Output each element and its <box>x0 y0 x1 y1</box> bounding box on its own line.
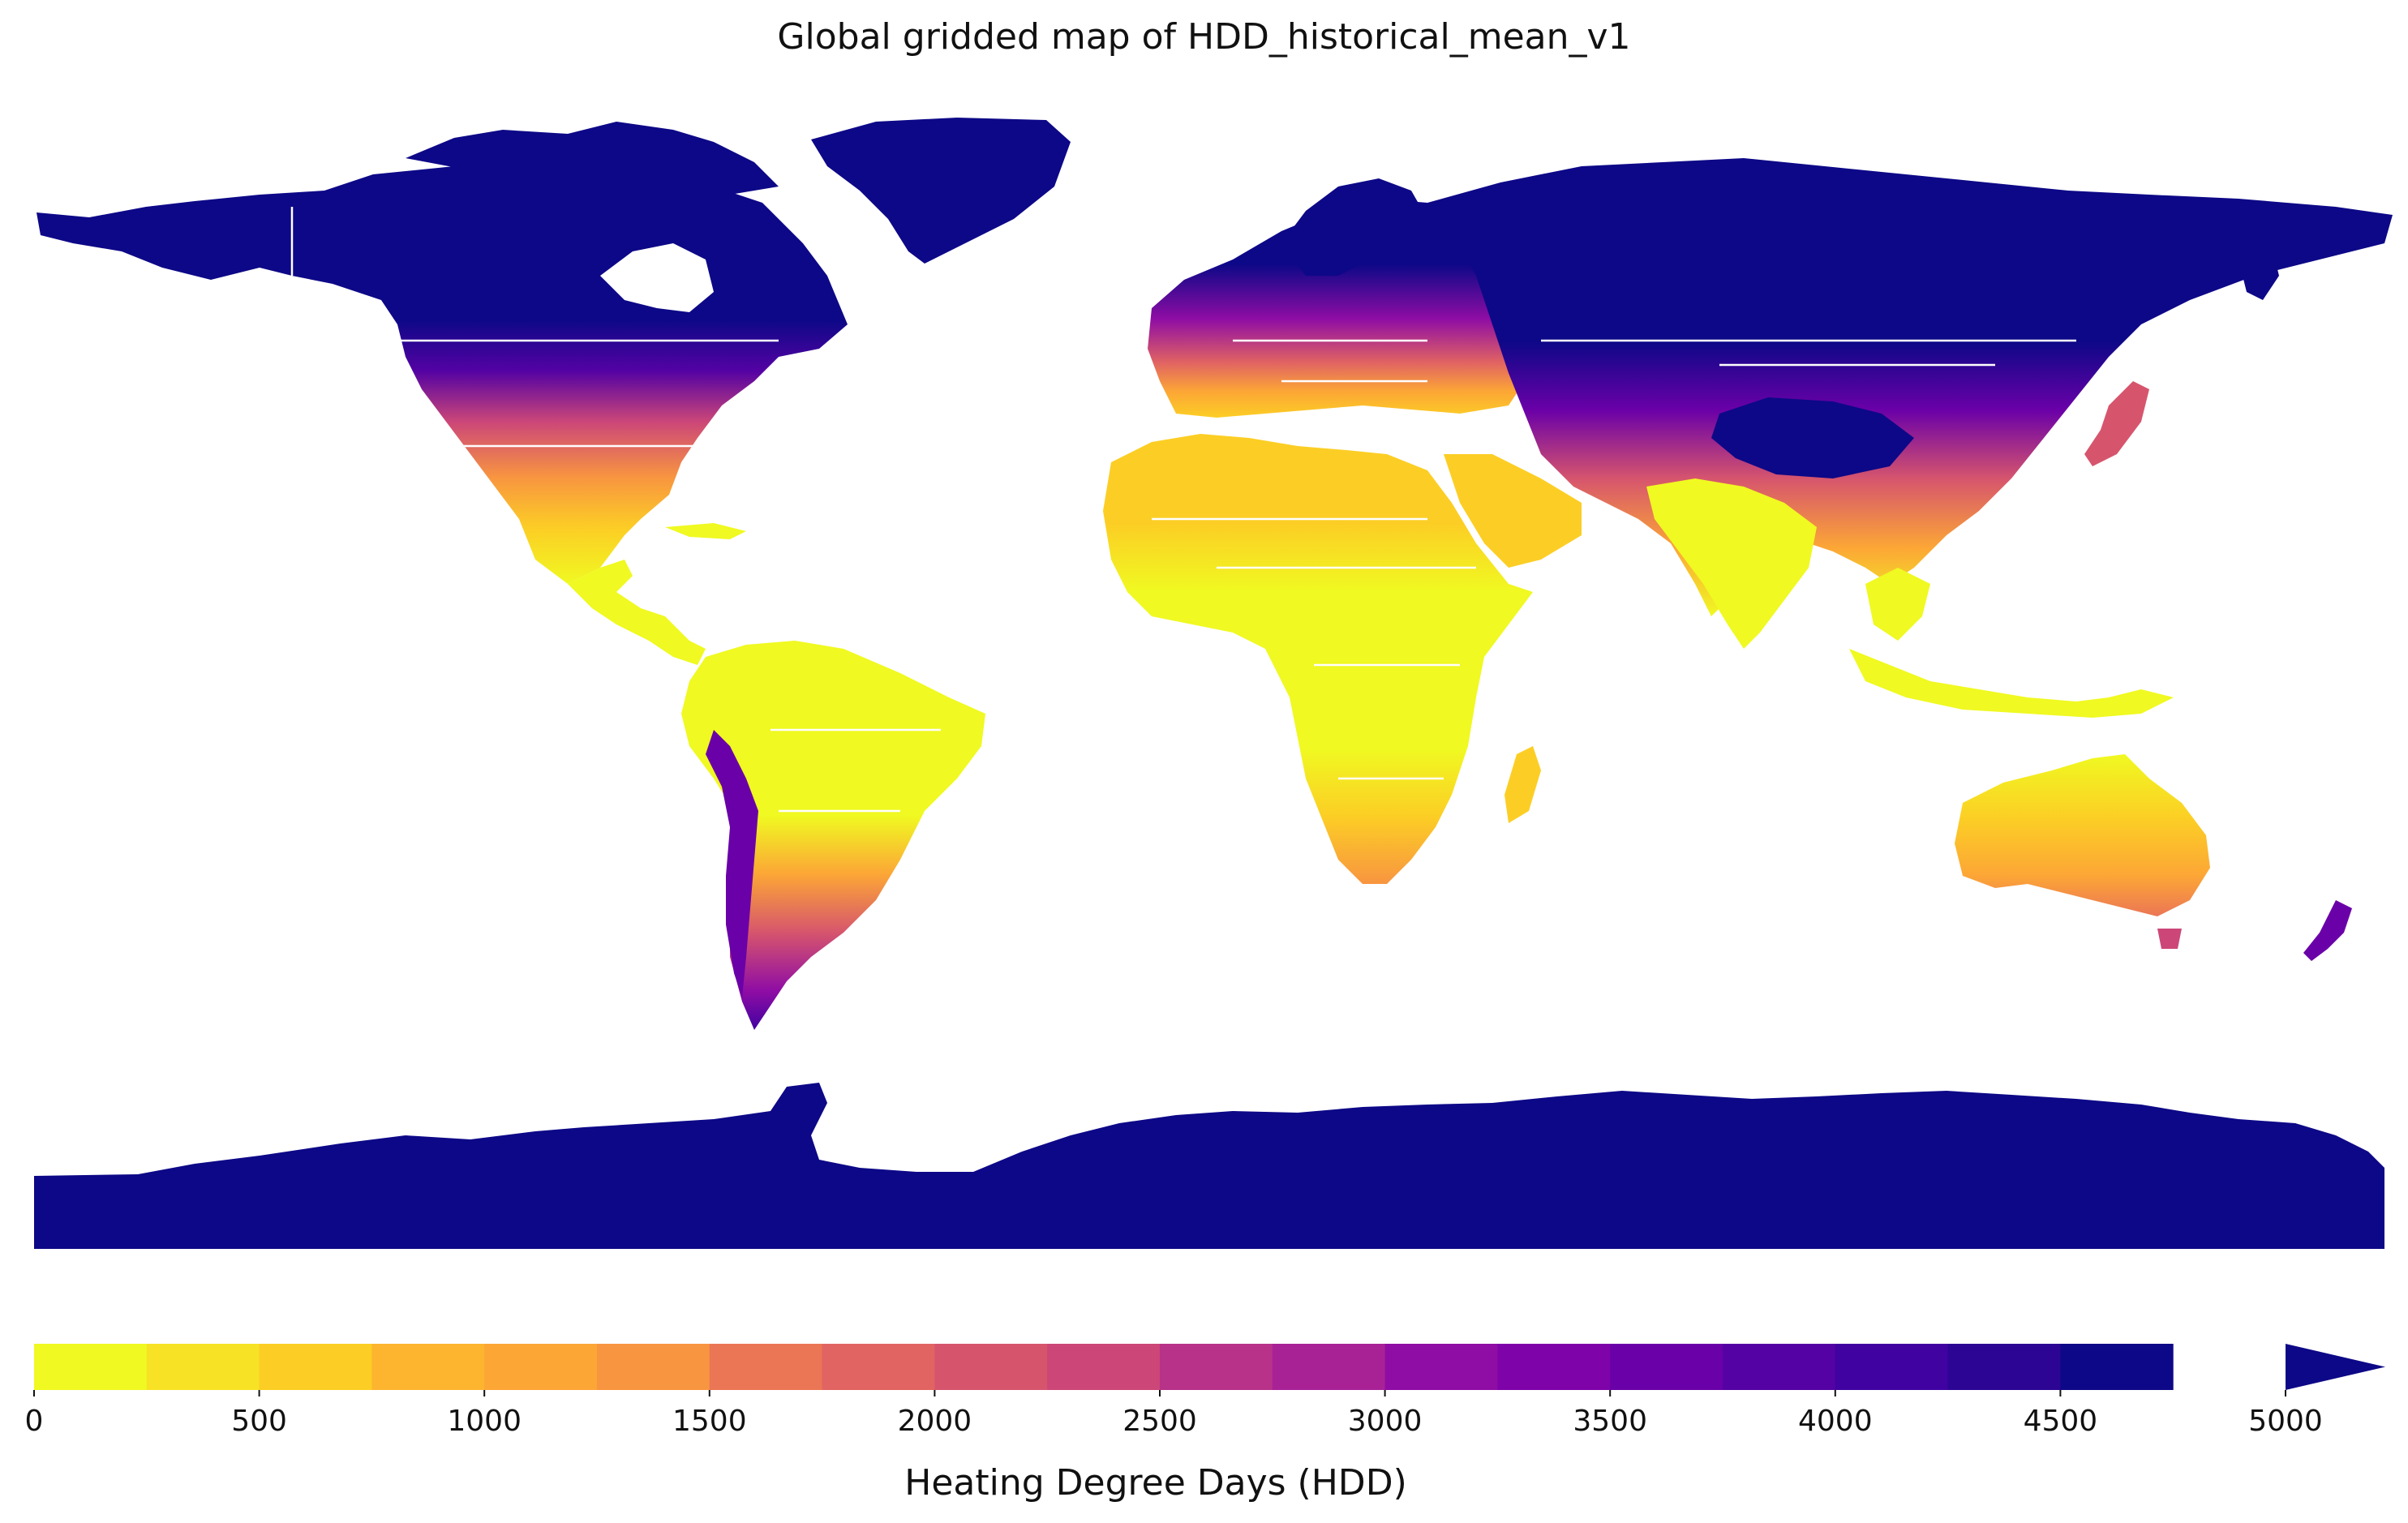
region-africa <box>1103 434 1533 884</box>
region-tasmania <box>2157 929 2182 949</box>
colorbar-segment <box>1497 1344 1611 1390</box>
hudson-bay <box>600 243 714 312</box>
region-scandinavia <box>1281 178 1427 276</box>
region-new-zealand <box>2303 900 2352 961</box>
colorbar-segment <box>1384 1344 1498 1390</box>
colorbar-segment <box>146 1344 260 1390</box>
colorbar-segment <box>1160 1344 1273 1390</box>
region-australia <box>1955 754 2210 916</box>
region-japan <box>2084 381 2149 466</box>
region-caribbean <box>665 523 746 539</box>
colorbar-tick-label: 2500 <box>1122 1405 1197 1438</box>
colorbar-tick-label: 3500 <box>1573 1405 1647 1438</box>
colorbar: 0 500 1000 1500 2000 2500 3000 3500 4000 4500 5000 <box>25 1344 2385 1438</box>
colorbar-segment <box>822 1344 935 1390</box>
region-antarctica <box>34 1083 2384 1249</box>
region-central-america <box>568 560 706 665</box>
country-borders <box>290 207 2076 813</box>
region-tibet <box>1711 397 1914 478</box>
colorbar-label: Heating Degree Days (HDD) <box>904 1462 1407 1504</box>
region-india <box>1646 478 1817 649</box>
region-arctic-islands <box>406 122 779 195</box>
colorbar-segment <box>484 1344 598 1390</box>
map-title: Global gridded map of HDD_historical_mea… <box>777 16 1631 58</box>
colorbar-segment <box>371 1344 485 1390</box>
colorbar-tick-label: 1000 <box>447 1405 522 1438</box>
colorbar-segment <box>1610 1344 1723 1390</box>
colorbar-segment <box>1947 1344 2061 1390</box>
region-madagascar <box>1504 746 1541 823</box>
colorbar-segment <box>1723 1344 1836 1390</box>
colorbar-segment <box>2060 1344 2174 1390</box>
colorbar-segment <box>1047 1344 1161 1390</box>
colorbar-segment <box>1835 1344 1949 1390</box>
region-indonesia <box>1849 649 2174 718</box>
region-north-america <box>36 158 848 584</box>
colorbar-extend-arrow <box>2286 1344 2385 1390</box>
colorbar-segment <box>34 1344 148 1390</box>
colorbar-segment <box>1272 1344 1386 1390</box>
colorbar-segment <box>709 1344 823 1390</box>
colorbar-tick-label: 500 <box>231 1405 287 1438</box>
region-greenland <box>811 118 1071 264</box>
region-andes <box>706 730 758 997</box>
region-southeast-asia <box>1865 568 1930 641</box>
colorbar-segment <box>259 1344 372 1390</box>
region-kamchatka <box>2238 243 2279 300</box>
colorbar-tick-label: 4000 <box>1798 1405 1873 1438</box>
region-arabia <box>1444 454 1582 568</box>
region-south-america <box>681 641 985 1030</box>
colorbar-tick-label: 3000 <box>1348 1405 1423 1438</box>
region-europe <box>1148 199 1525 418</box>
colorbar-tick-label: 4500 <box>2024 1405 2098 1438</box>
colorbar-segment <box>597 1344 710 1390</box>
colorbar-segment <box>934 1344 1048 1390</box>
region-asia <box>1427 158 2393 616</box>
colorbar-tick-label: 1500 <box>672 1405 747 1438</box>
colorbar-tick-label: 0 <box>25 1405 44 1438</box>
colorbar-tick-label: 5000 <box>2248 1405 2323 1438</box>
colorbar-tick-label: 2000 <box>898 1405 972 1438</box>
